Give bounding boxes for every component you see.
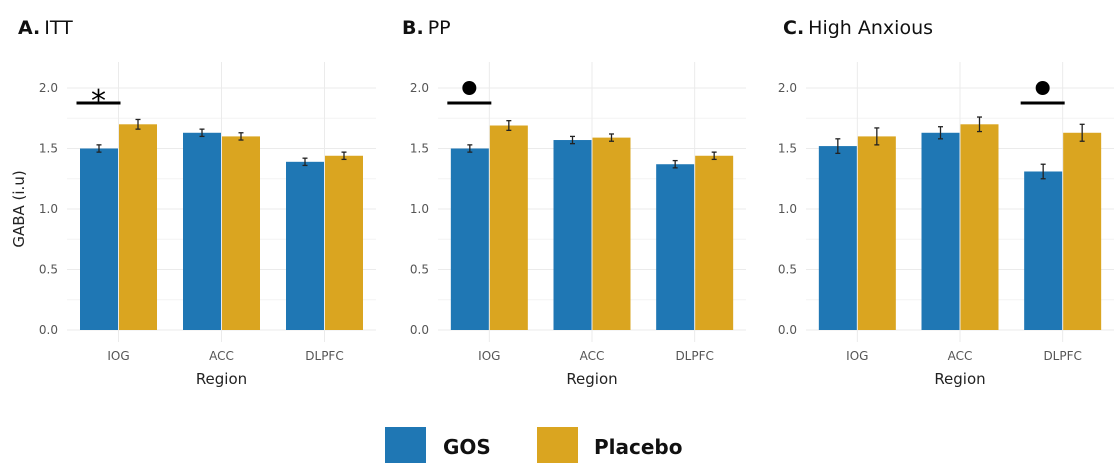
x-tick-label: ACC: [948, 349, 973, 363]
legend-label-gos: GOS: [443, 435, 491, 459]
y-tick-label: 1.0: [410, 202, 429, 216]
x-axis-title: Region: [934, 370, 985, 388]
bar-gos-dlpfc: [286, 161, 324, 330]
bar-gos-iog: [818, 146, 857, 330]
panel-letter: A.: [18, 17, 40, 39]
panel-title-text: PP: [428, 17, 451, 39]
panel-letter: B.: [402, 17, 424, 39]
panel-title: A. ITT: [18, 17, 73, 39]
y-tick-label: 1.0: [39, 202, 58, 216]
x-tick-label: ACC: [580, 349, 605, 363]
bar-gos-acc: [921, 132, 960, 330]
y-tick-label: 0.5: [778, 263, 797, 277]
chart-panel-1: A. ITT 0.0 0.5 1.0 1.5 2.0 IOG ACC DLPFC * Region GA…: [10, 17, 376, 388]
x-tick-label: IOG: [846, 349, 868, 363]
panel-title: B. PP: [402, 17, 451, 39]
legend-swatch-placebo: [537, 427, 578, 463]
bar-gos-dlpfc: [1024, 171, 1063, 330]
bar-gos-acc: [183, 132, 221, 330]
y-tick-label: 2.0: [778, 81, 797, 95]
bar-placebo-dlpfc: [1063, 132, 1102, 330]
bar-placebo-acc: [960, 124, 999, 330]
y-tick-label: 0.0: [39, 323, 58, 337]
x-tick-label: DLPFC: [305, 349, 343, 363]
panel-title: C. High Anxious: [783, 17, 933, 39]
bar-placebo-iog: [489, 125, 528, 330]
x-axis-title: Region: [196, 370, 247, 388]
significance-star: *: [91, 84, 106, 119]
bar-placebo-iog: [119, 124, 157, 330]
significance-dot: [1035, 81, 1050, 95]
x-axis-title: Region: [566, 370, 617, 388]
y-tick-label: 1.5: [39, 142, 58, 156]
x-tick-label: DLPFC: [675, 349, 713, 363]
bar-placebo-dlpfc: [695, 155, 734, 330]
panel-letter: C.: [783, 17, 804, 39]
bar-gos-dlpfc: [656, 164, 695, 330]
x-tick-label: DLPFC: [1043, 349, 1081, 363]
y-tick-label: 2.0: [39, 81, 58, 95]
bar-placebo-iog: [857, 136, 896, 330]
y-axis-title: GABA (i.u): [10, 170, 28, 247]
chart-panel-2: B. PP 0.0 0.5 1.0 1.5 2.0 IOG ACC DLPFC Region: [402, 17, 746, 388]
y-tick-label: 1.0: [778, 202, 797, 216]
x-tick-label: IOG: [478, 349, 500, 363]
bar-gos-iog: [80, 148, 118, 330]
y-tick-label: 1.5: [410, 142, 429, 156]
chart-panel-3: C. High Anxious 0.0 0.5 1.0 1.5 2.0 IOG ACC DLPFC…: [778, 17, 1114, 388]
bar-gos-acc: [553, 140, 592, 330]
panels-group: A. ITT 0.0 0.5 1.0 1.5 2.0 IOG ACC DLPFC * Region GA…: [10, 17, 1114, 388]
x-tick-label: IOG: [107, 349, 129, 363]
bar-placebo-acc: [222, 136, 260, 330]
y-tick-label: 0.0: [410, 323, 429, 337]
significance-dot: [462, 81, 477, 95]
legend-label-placebo: Placebo: [594, 435, 683, 459]
legend: GOS Placebo: [385, 427, 683, 463]
panel-title-text: ITT: [44, 17, 73, 39]
x-tick-label: ACC: [209, 349, 234, 363]
bar-placebo-acc: [592, 137, 631, 330]
bar-placebo-dlpfc: [325, 155, 363, 330]
y-tick-label: 2.0: [410, 81, 429, 95]
y-tick-label: 0.5: [410, 263, 429, 277]
legend-swatch-gos: [385, 427, 426, 463]
bar-gos-iog: [450, 148, 489, 330]
y-tick-label: 0.0: [778, 323, 797, 337]
y-tick-label: 0.5: [39, 263, 58, 277]
panel-title-text: High Anxious: [808, 17, 933, 39]
y-tick-label: 1.5: [778, 142, 797, 156]
